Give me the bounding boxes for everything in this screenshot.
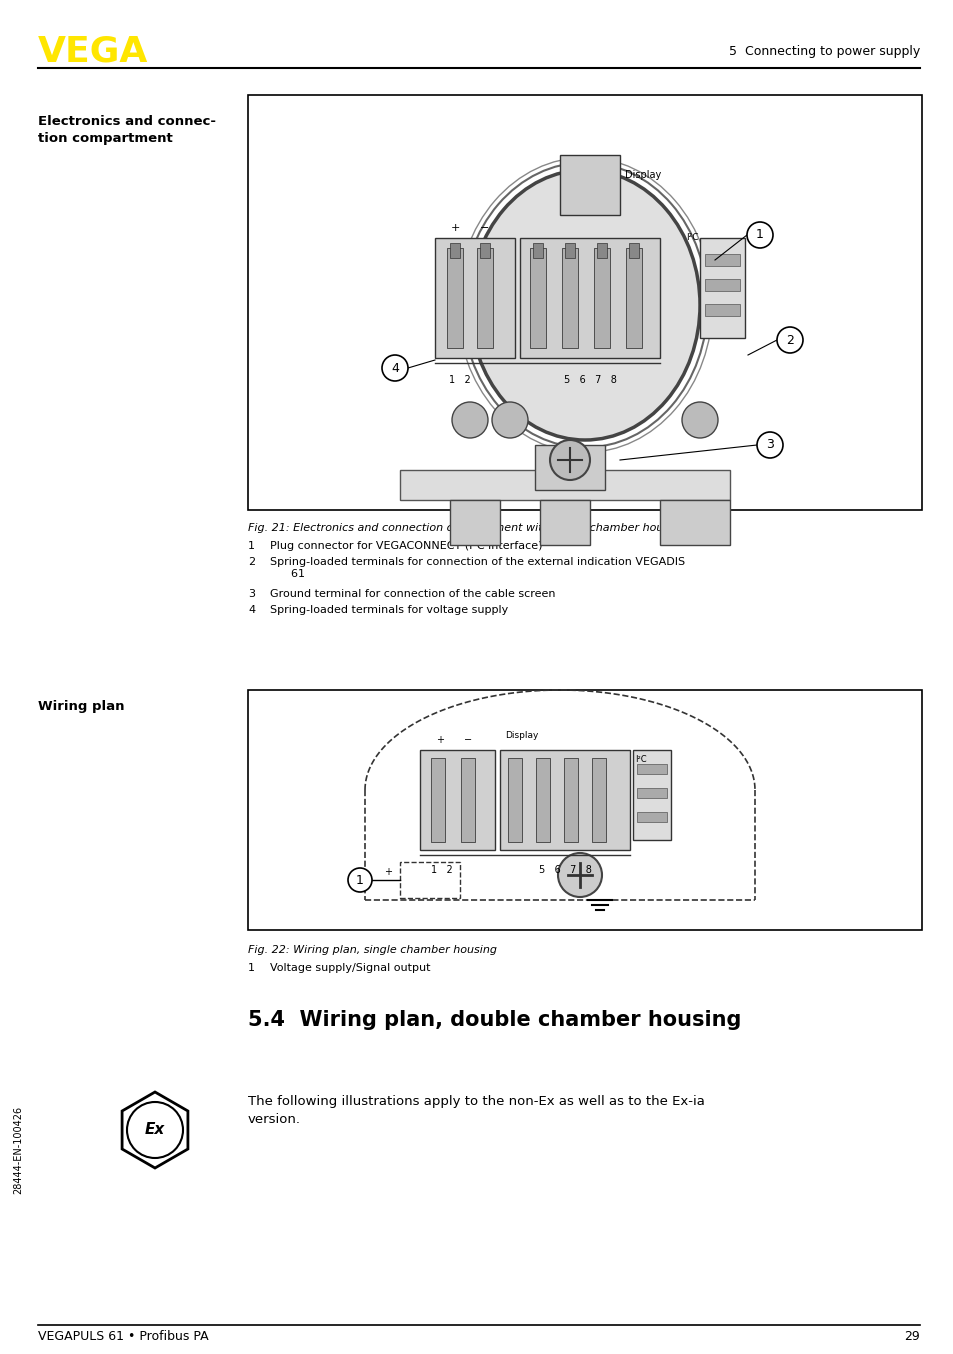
Circle shape bbox=[452, 402, 488, 437]
Text: Display: Display bbox=[504, 731, 537, 741]
Bar bbox=[592, 758, 605, 842]
Bar bbox=[535, 445, 604, 490]
Bar bbox=[704, 255, 740, 265]
Bar bbox=[625, 248, 641, 348]
Text: 3: 3 bbox=[765, 439, 773, 451]
Bar bbox=[704, 279, 740, 291]
Circle shape bbox=[492, 402, 527, 437]
Text: Ground terminal for connection of the cable screen: Ground terminal for connection of the ca… bbox=[270, 589, 555, 598]
Circle shape bbox=[127, 1102, 183, 1158]
Circle shape bbox=[746, 222, 772, 248]
Text: 4: 4 bbox=[248, 605, 254, 615]
Circle shape bbox=[757, 432, 782, 458]
Bar bbox=[530, 248, 545, 348]
Bar bbox=[561, 248, 578, 348]
Text: Voltage supply/Signal output: Voltage supply/Signal output bbox=[270, 963, 430, 974]
Polygon shape bbox=[122, 1091, 188, 1169]
Text: 5  Connecting to power supply: 5 Connecting to power supply bbox=[728, 46, 919, 58]
Bar bbox=[399, 470, 729, 500]
Bar bbox=[704, 305, 740, 315]
Bar bbox=[564, 242, 575, 259]
Bar bbox=[533, 242, 542, 259]
Ellipse shape bbox=[470, 171, 700, 440]
Bar bbox=[637, 764, 666, 774]
Bar bbox=[479, 242, 490, 259]
Text: 1   2: 1 2 bbox=[431, 865, 453, 875]
Text: +: + bbox=[384, 867, 392, 877]
Text: Fig. 21: Electronics and connection compartment with single chamber housig: Fig. 21: Electronics and connection comp… bbox=[248, 523, 679, 533]
Text: 3: 3 bbox=[248, 589, 254, 598]
Text: 5   6   7   8: 5 6 7 8 bbox=[563, 375, 616, 385]
Text: 4: 4 bbox=[391, 362, 398, 375]
Text: I²C: I²C bbox=[635, 756, 646, 765]
Bar bbox=[633, 750, 670, 839]
Text: Display: Display bbox=[624, 171, 660, 180]
Text: 5.4  Wiring plan, double chamber housing: 5.4 Wiring plan, double chamber housing bbox=[248, 1010, 740, 1030]
Text: 5   6   7   8: 5 6 7 8 bbox=[538, 865, 591, 875]
Bar bbox=[431, 758, 444, 842]
Bar bbox=[419, 750, 495, 850]
Bar bbox=[450, 242, 459, 259]
Circle shape bbox=[681, 402, 718, 437]
Bar bbox=[594, 248, 609, 348]
Text: Plug connector for VEGACONNECT (I²C interface): Plug connector for VEGACONNECT (I²C inte… bbox=[270, 542, 542, 551]
Bar bbox=[563, 758, 578, 842]
Text: Wiring plan: Wiring plan bbox=[38, 700, 125, 714]
Text: 1: 1 bbox=[248, 542, 254, 551]
Text: 1: 1 bbox=[756, 229, 763, 241]
Bar bbox=[507, 758, 521, 842]
Text: 29: 29 bbox=[903, 1330, 919, 1343]
Bar bbox=[539, 500, 589, 546]
Text: 28444-EN-100426: 28444-EN-100426 bbox=[13, 1106, 23, 1194]
Text: VEGA: VEGA bbox=[38, 35, 149, 69]
Bar bbox=[559, 154, 619, 215]
Bar bbox=[597, 242, 606, 259]
Text: 1   2: 1 2 bbox=[449, 375, 471, 385]
Text: 1: 1 bbox=[248, 963, 254, 974]
Circle shape bbox=[558, 853, 601, 896]
Bar bbox=[637, 811, 666, 822]
Text: The following illustrations apply to the non-Ex as well as to the Ex-ia
version.: The following illustrations apply to the… bbox=[248, 1095, 704, 1127]
Text: +: + bbox=[436, 735, 443, 745]
Text: +: + bbox=[450, 223, 459, 233]
Text: Fig. 22: Wiring plan, single chamber housing: Fig. 22: Wiring plan, single chamber hou… bbox=[248, 945, 497, 955]
Bar bbox=[435, 238, 515, 357]
Text: Ex: Ex bbox=[145, 1122, 165, 1137]
Bar bbox=[536, 758, 550, 842]
Bar bbox=[450, 500, 499, 546]
Bar bbox=[700, 238, 744, 338]
Circle shape bbox=[550, 440, 589, 481]
Text: 2: 2 bbox=[248, 556, 254, 567]
Bar bbox=[659, 500, 729, 546]
Circle shape bbox=[381, 355, 408, 380]
Text: Spring-loaded terminals for voltage supply: Spring-loaded terminals for voltage supp… bbox=[270, 605, 508, 615]
Text: −: − bbox=[479, 223, 489, 233]
Bar bbox=[519, 238, 659, 357]
Bar bbox=[628, 242, 639, 259]
Text: Spring-loaded terminals for connection of the external indication VEGADIS
      : Spring-loaded terminals for connection o… bbox=[270, 556, 684, 580]
Text: 2: 2 bbox=[785, 333, 793, 347]
Text: VEGAPULS 61 • Profibus PA: VEGAPULS 61 • Profibus PA bbox=[38, 1330, 209, 1343]
Bar bbox=[476, 248, 493, 348]
Bar bbox=[248, 691, 921, 930]
Text: −: − bbox=[463, 735, 472, 745]
Text: Electronics and connec-
tion compartment: Electronics and connec- tion compartment bbox=[38, 115, 215, 145]
Bar bbox=[460, 758, 475, 842]
Bar bbox=[447, 248, 462, 348]
Bar bbox=[399, 862, 459, 898]
Bar bbox=[499, 750, 629, 850]
Bar bbox=[248, 95, 921, 510]
Circle shape bbox=[776, 328, 802, 353]
Text: 1: 1 bbox=[355, 873, 363, 887]
Bar bbox=[637, 788, 666, 799]
Text: I²C: I²C bbox=[685, 233, 698, 242]
Circle shape bbox=[348, 868, 372, 892]
